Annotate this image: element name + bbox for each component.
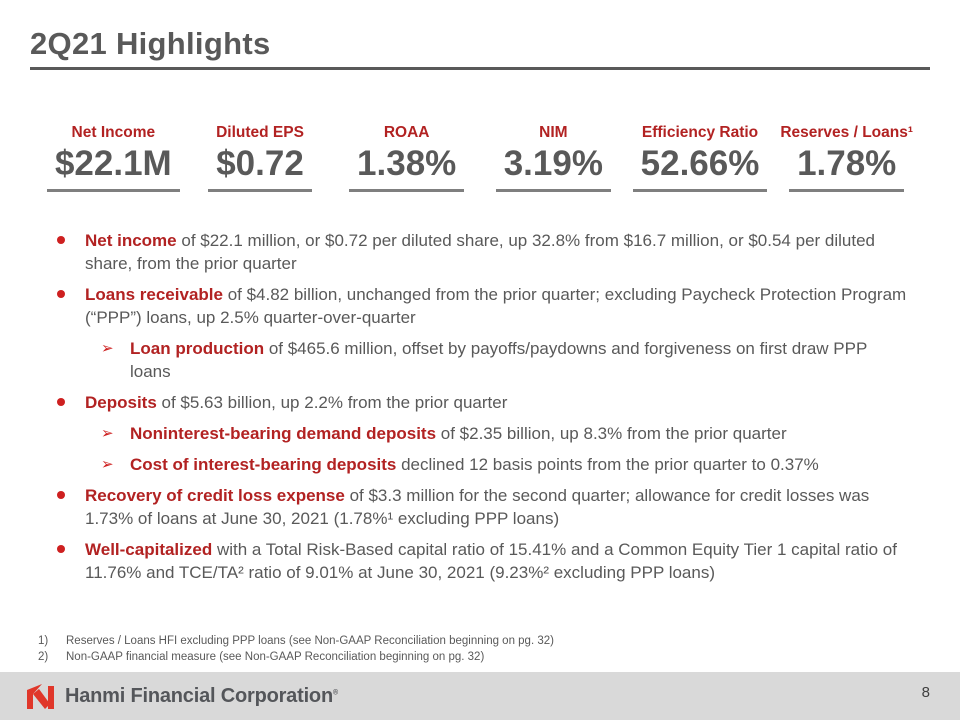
bullet-item: Well-capitalized with a Total Risk-Based… bbox=[0, 538, 960, 584]
arrow-icon: ➢ bbox=[101, 425, 114, 442]
metric-label: Efficiency Ratio bbox=[641, 124, 759, 141]
bullet-lead: Loan production bbox=[130, 339, 265, 358]
metric-value: 1.38% bbox=[349, 144, 465, 192]
bullet-icon bbox=[57, 236, 65, 244]
bullet-item: Recovery of credit loss expense of $3.3 … bbox=[0, 484, 960, 530]
bullet-item: ➢ Loan production of $465.6 million, off… bbox=[0, 337, 960, 383]
bullet-item: Deposits of $5.63 billion, up 2.2% from … bbox=[0, 391, 960, 414]
bullet-text: of $465.6 million, offset by payoffs/pay… bbox=[130, 339, 867, 381]
bullet-text: of $4.82 billion, unchanged from the pri… bbox=[85, 285, 907, 327]
footnote-text: Non-GAAP financial measure (see Non-GAAP… bbox=[66, 651, 485, 663]
bullet-text: of $22.1 million, or $0.72 per diluted s… bbox=[85, 231, 876, 273]
bullet-text: declined 12 basis points from the prior … bbox=[396, 455, 819, 474]
metric: Efficiency Ratio 52.66% bbox=[627, 124, 774, 192]
metric-label: ROAA bbox=[383, 124, 430, 141]
company-logo: Hanmi Financial Corporation® bbox=[26, 672, 338, 720]
bullet-lead: Noninterest-bearing demand deposits bbox=[130, 424, 437, 443]
arrow-icon: ➢ bbox=[101, 456, 114, 473]
bullet-item: ➢ Noninterest-bearing demand deposits of… bbox=[0, 422, 960, 445]
metric-value: $0.72 bbox=[208, 144, 312, 192]
footnote-item: 1) Reserves / Loans HFI excluding PPP lo… bbox=[38, 633, 554, 649]
metric-value: 1.78% bbox=[789, 144, 905, 192]
metric: Reserves / Loans¹ 1.78% bbox=[773, 124, 920, 192]
metric-label: NIM bbox=[539, 124, 568, 141]
bullet-text: with a Total Risk-Based capital ratio of… bbox=[85, 540, 897, 582]
footnote-item: 2) Non-GAAP financial measure (see Non-G… bbox=[38, 649, 554, 665]
page-title: 2Q21 Highlights bbox=[30, 26, 271, 61]
footer-band: Hanmi Financial Corporation® 8 bbox=[0, 672, 960, 720]
bullet-text: of $2.35 billion, up 8.3% from the prior… bbox=[436, 424, 787, 443]
page-number: 8 bbox=[921, 684, 930, 701]
bullet-item: ➢ Cost of interest-bearing deposits decl… bbox=[0, 453, 960, 476]
metric-label: Reserves / Loans¹ bbox=[780, 124, 914, 141]
bullet-list: Net income of $22.1 million, or $0.72 pe… bbox=[0, 229, 960, 592]
bullet-icon bbox=[57, 491, 65, 499]
metric: NIM 3.19% bbox=[480, 124, 627, 192]
bullet-lead: Deposits bbox=[85, 393, 157, 412]
footnote-text: Reserves / Loans HFI excluding PPP loans… bbox=[66, 635, 554, 647]
bullet-lead: Loans receivable bbox=[85, 285, 223, 304]
bullet-lead: Well-capitalized bbox=[85, 540, 213, 559]
bullet-icon bbox=[57, 545, 65, 553]
hanmi-logo-icon bbox=[27, 684, 54, 709]
bullet-icon bbox=[57, 398, 65, 406]
bullet-item: Loans receivable of $4.82 billion, uncha… bbox=[0, 283, 960, 329]
footnote-number: 2) bbox=[38, 651, 49, 663]
bullet-text: of $5.63 billion, up 2.2% from the prior… bbox=[156, 393, 508, 412]
bullet-lead: Net income bbox=[85, 231, 177, 250]
metric: ROAA 1.38% bbox=[333, 124, 480, 192]
metric: Diluted EPS $0.72 bbox=[187, 124, 334, 192]
metric-label: Net Income bbox=[71, 124, 156, 141]
metric-label: Diluted EPS bbox=[216, 124, 304, 141]
bullet-lead: Recovery of credit loss expense bbox=[85, 486, 345, 505]
metric-value: $22.1M bbox=[46, 144, 180, 192]
metric: Net Income $22.1M bbox=[40, 124, 187, 192]
metrics-strip: Net Income $22.1M Diluted EPS $0.72 ROAA… bbox=[40, 124, 920, 192]
logo-text: Hanmi Financial Corporation® bbox=[65, 684, 338, 707]
bullet-lead: Cost of interest-bearing deposits bbox=[130, 455, 397, 474]
title-divider bbox=[30, 67, 930, 70]
bullet-item: Net income of $22.1 million, or $0.72 pe… bbox=[0, 229, 960, 275]
metric-value: 52.66% bbox=[632, 144, 768, 192]
bullet-icon bbox=[57, 290, 65, 298]
metric-value: 3.19% bbox=[495, 144, 611, 192]
footnotes: 1) Reserves / Loans HFI excluding PPP lo… bbox=[38, 633, 554, 665]
footnote-number: 1) bbox=[38, 635, 49, 647]
trademark-symbol: ® bbox=[332, 688, 338, 696]
bullet-text: of $3.3 million for the second quarter; … bbox=[85, 486, 870, 528]
arrow-icon: ➢ bbox=[101, 340, 114, 357]
